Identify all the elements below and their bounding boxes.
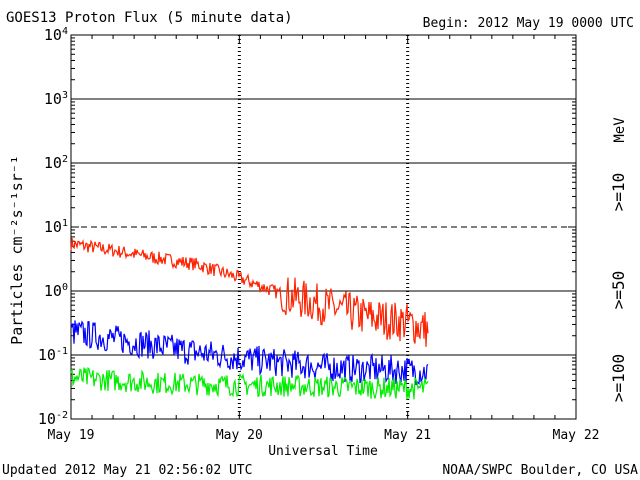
y-tick-label: 10-1: [38, 346, 68, 364]
y-tick-labels: 10-2 10-1 100 101 102 103 104: [38, 26, 68, 428]
begin-time: Begin: 2012 May 19 0000 UTC: [423, 16, 634, 31]
y-tick-label: 101: [44, 218, 68, 236]
x-axis-label: Universal Time: [268, 444, 378, 459]
source-credit: NOAA/SWPC Boulder, CO USA: [442, 463, 638, 478]
x-tick-label: May 19: [48, 428, 95, 443]
x-tick-label: May 20: [216, 428, 263, 443]
y-tick-marks: [71, 37, 576, 420]
series-group: [70, 238, 429, 400]
y-tick-label: 102: [44, 154, 68, 172]
series-line-0: [70, 238, 429, 347]
series-line-2: [70, 366, 429, 400]
x-tick-label: May 22: [553, 428, 600, 443]
legend-entry-50mev: >=50: [609, 271, 628, 310]
x-tick-labels: May 19 May 20 May 21 May 22: [48, 428, 600, 443]
chart-title: GOES13 Proton Flux (5 minute data): [6, 10, 293, 26]
y-tick-label: 10-2: [38, 410, 68, 428]
legend-entry-100mev: >=100: [609, 354, 628, 402]
x-tick-label: May 21: [384, 428, 431, 443]
y-axis-label: Particles cm⁻²s⁻¹sr⁻¹: [8, 155, 26, 345]
legend-entry-10mev: >=10: [609, 173, 628, 212]
grid-lines: [71, 98, 576, 356]
legend-unit: MeV: [612, 117, 628, 143]
y-tick-label: 104: [44, 26, 68, 44]
updated-timestamp: Updated 2012 May 21 02:56:02 UTC: [2, 463, 252, 478]
y-tick-label: 103: [44, 90, 68, 108]
series-line-1: [70, 320, 429, 386]
y-tick-label: 100: [44, 282, 68, 300]
x-tick-marks: [70, 35, 577, 419]
